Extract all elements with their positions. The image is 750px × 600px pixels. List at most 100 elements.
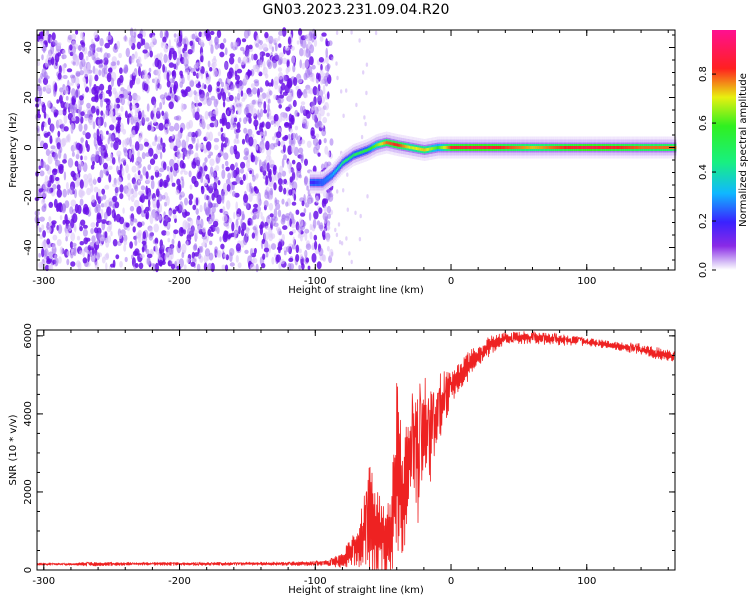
noise-speck [302, 105, 306, 114]
noise-speck [111, 115, 117, 124]
noise-speck [278, 262, 282, 270]
noise-speck [304, 175, 309, 185]
noise-speck [221, 163, 225, 170]
signal-core [605, 146, 608, 149]
noise-speck [100, 110, 104, 116]
signal-core [588, 146, 590, 149]
noise-speck [229, 86, 235, 91]
signal-core [658, 146, 661, 149]
noise-speck [207, 154, 211, 159]
noise-speck [228, 233, 233, 239]
noise-speck [293, 146, 299, 157]
noise-speck [66, 258, 70, 266]
noise-speck [116, 60, 120, 66]
signal-core [423, 148, 426, 152]
noise-speck [71, 33, 77, 41]
noise-speck [198, 61, 202, 65]
noise-speck [338, 240, 342, 245]
noise-speck [293, 193, 297, 201]
noise-speck [57, 42, 62, 47]
noise-speck [37, 132, 41, 142]
signal-core [654, 146, 656, 149]
noise-speck [47, 117, 51, 126]
signal-core [383, 141, 385, 145]
signal-core [533, 146, 536, 149]
noise-speck [189, 218, 194, 227]
noise-speck [282, 144, 286, 153]
noise-speck [345, 236, 348, 241]
noise-speck [168, 125, 175, 132]
noise-speck [219, 42, 225, 50]
noise-speck [284, 215, 290, 221]
noise-speck [207, 262, 212, 271]
noise-speck [141, 109, 145, 120]
noise-speck [72, 53, 78, 63]
noise-speck [281, 198, 285, 205]
noise-speck [295, 254, 300, 262]
noise-speck [146, 253, 153, 259]
noise-speck [74, 223, 77, 233]
noise-speck [191, 258, 197, 263]
noise-speck [79, 198, 84, 206]
noise-speck [156, 199, 160, 209]
noise-speck [173, 162, 179, 171]
noise-speck [41, 198, 46, 205]
noise-speck [204, 157, 208, 163]
noise-speck [318, 207, 323, 215]
signal-core [456, 146, 458, 149]
noise-region [34, 27, 378, 273]
noise-speck [159, 151, 163, 160]
noise-speck [235, 128, 241, 133]
snr-series [36, 331, 675, 570]
noise-speck [232, 41, 238, 47]
signal-core [657, 146, 659, 149]
signal-core [548, 146, 551, 149]
noise-speck [321, 32, 327, 37]
noise-speck [88, 74, 92, 80]
signal-core [356, 152, 358, 156]
noise-speck [211, 171, 217, 178]
noise-speck [137, 221, 143, 228]
signal-core [543, 146, 545, 149]
noise-speck [137, 110, 142, 120]
noise-speck [288, 133, 291, 140]
noise-speck [153, 153, 158, 160]
noise-speck [345, 88, 348, 93]
noise-speck [320, 163, 325, 171]
noise-speck [324, 102, 329, 111]
noise-speck [299, 59, 303, 69]
signal-core [482, 146, 484, 149]
noise-speck [318, 224, 324, 229]
noise-speck [65, 182, 69, 190]
noise-speck [108, 110, 114, 118]
noise-speck [311, 64, 316, 70]
noise-speck [337, 222, 341, 227]
noise-speck [187, 49, 193, 55]
noise-speck [265, 121, 271, 130]
x-tick-label: 100 [577, 576, 596, 587]
noise-speck [71, 88, 76, 97]
noise-speck [220, 127, 224, 133]
signal-core [426, 148, 428, 151]
noise-speck [169, 86, 173, 94]
signal-core [612, 146, 614, 149]
signal-core [559, 146, 561, 149]
noise-speck [328, 40, 333, 46]
signal-core [675, 146, 677, 149]
colorbar-tick-label: 0.4 [698, 164, 709, 180]
x-tick-label: -300 [32, 276, 55, 287]
signal-core [335, 168, 337, 172]
noise-speck [103, 202, 108, 208]
spectrogram-y-ticks: -40 -20 0 20 40 [23, 34, 675, 261]
signal-core [404, 145, 407, 148]
noise-speck [159, 94, 166, 100]
noise-speck [95, 151, 100, 156]
noise-speck [265, 140, 270, 151]
noise-speck [134, 107, 138, 117]
noise-speck [228, 217, 232, 224]
signal-core [599, 146, 601, 149]
noise-speck [236, 68, 243, 74]
signal-core [452, 146, 454, 149]
noise-speck [143, 82, 149, 92]
noise-speck [289, 122, 293, 130]
